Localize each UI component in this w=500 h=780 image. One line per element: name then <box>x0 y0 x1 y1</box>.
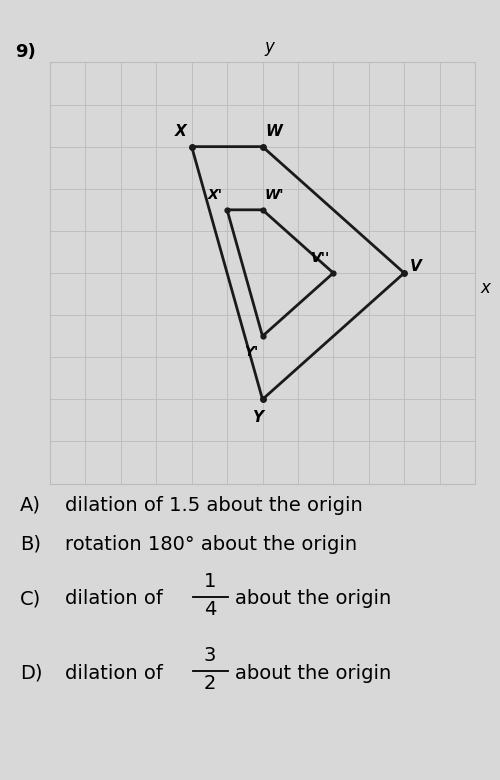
Text: A): A) <box>20 496 41 515</box>
Text: 3: 3 <box>204 647 216 665</box>
Text: X': X' <box>208 188 223 202</box>
Text: D): D) <box>20 664 42 682</box>
Text: rotation 180° about the origin: rotation 180° about the origin <box>65 535 357 554</box>
Text: dilation of: dilation of <box>65 590 163 608</box>
Text: V'': V'' <box>310 251 330 265</box>
Text: x: x <box>480 278 490 296</box>
Text: B): B) <box>20 535 41 554</box>
Text: X: X <box>174 124 186 139</box>
Text: dilation of: dilation of <box>65 664 163 682</box>
Text: 4: 4 <box>204 600 216 619</box>
Text: V: V <box>410 259 421 275</box>
Text: about the origin: about the origin <box>235 664 391 682</box>
Text: 2: 2 <box>204 674 216 693</box>
Text: C): C) <box>20 590 41 608</box>
Text: 1: 1 <box>204 573 216 591</box>
Text: Y': Y' <box>244 346 258 360</box>
Text: about the origin: about the origin <box>235 590 391 608</box>
Text: W: W <box>266 124 282 139</box>
Text: 9): 9) <box>15 43 36 61</box>
Text: Y: Y <box>252 410 262 425</box>
Text: y: y <box>264 38 274 56</box>
Text: dilation of 1.5 about the origin: dilation of 1.5 about the origin <box>65 496 363 515</box>
Text: W': W' <box>264 188 284 202</box>
